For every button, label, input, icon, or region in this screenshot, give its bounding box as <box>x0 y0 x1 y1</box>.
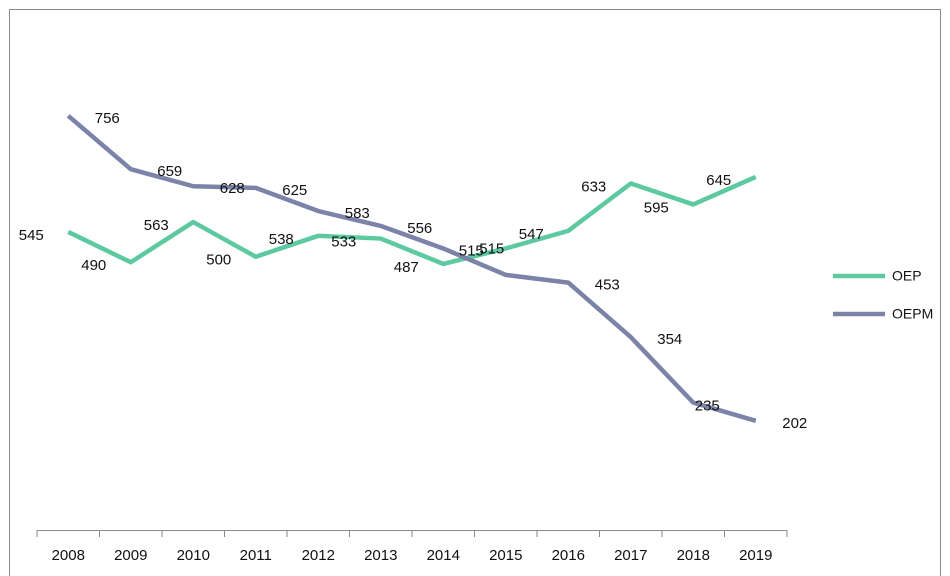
legend-label: OEPM <box>892 306 933 322</box>
x-tick-label: 2012 <box>302 547 335 564</box>
x-tick-label: 2008 <box>52 547 85 564</box>
x-tick-label: 2011 <box>240 547 272 564</box>
data-label: 756 <box>95 110 120 127</box>
data-label: 583 <box>345 205 370 222</box>
data-label: 547 <box>519 226 544 243</box>
x-tick-label: 2015 <box>489 547 522 564</box>
data-label: 633 <box>581 178 606 195</box>
x-tick-label: 2009 <box>114 547 147 564</box>
x-tick-label: 2017 <box>614 547 647 564</box>
data-label: 659 <box>157 163 182 180</box>
x-tick-label: 2019 <box>739 547 772 564</box>
x-tick-label: 2010 <box>177 547 210 564</box>
x-tick-label: 2016 <box>552 547 585 564</box>
data-label: 545 <box>19 227 44 244</box>
data-label: 490 <box>81 257 106 274</box>
data-label: 453 <box>595 277 620 294</box>
data-label: 645 <box>706 172 731 189</box>
line-series <box>66 114 757 423</box>
x-tick-label: 2014 <box>427 547 460 564</box>
data-label: 235 <box>695 398 720 415</box>
legend-label: OEP <box>892 268 922 284</box>
chart-frame <box>9 9 941 576</box>
x-tick-label: 2018 <box>677 547 710 564</box>
data-label: 538 <box>269 231 294 248</box>
data-label: 487 <box>394 259 419 276</box>
data-label: 595 <box>644 199 669 216</box>
data-label: 202 <box>782 415 807 432</box>
data-label: 563 <box>144 217 169 234</box>
data-label: 628 <box>220 180 245 197</box>
data-label: 556 <box>407 220 432 237</box>
data-label: 515 <box>479 240 504 257</box>
data-label: 500 <box>206 252 231 269</box>
data-label: 625 <box>282 182 307 199</box>
data-label: 533 <box>331 234 356 251</box>
x-tick-label: 2013 <box>364 547 397 564</box>
data-label: 515 <box>459 242 484 259</box>
data-label: 354 <box>657 331 682 348</box>
line-series <box>67 174 757 267</box>
